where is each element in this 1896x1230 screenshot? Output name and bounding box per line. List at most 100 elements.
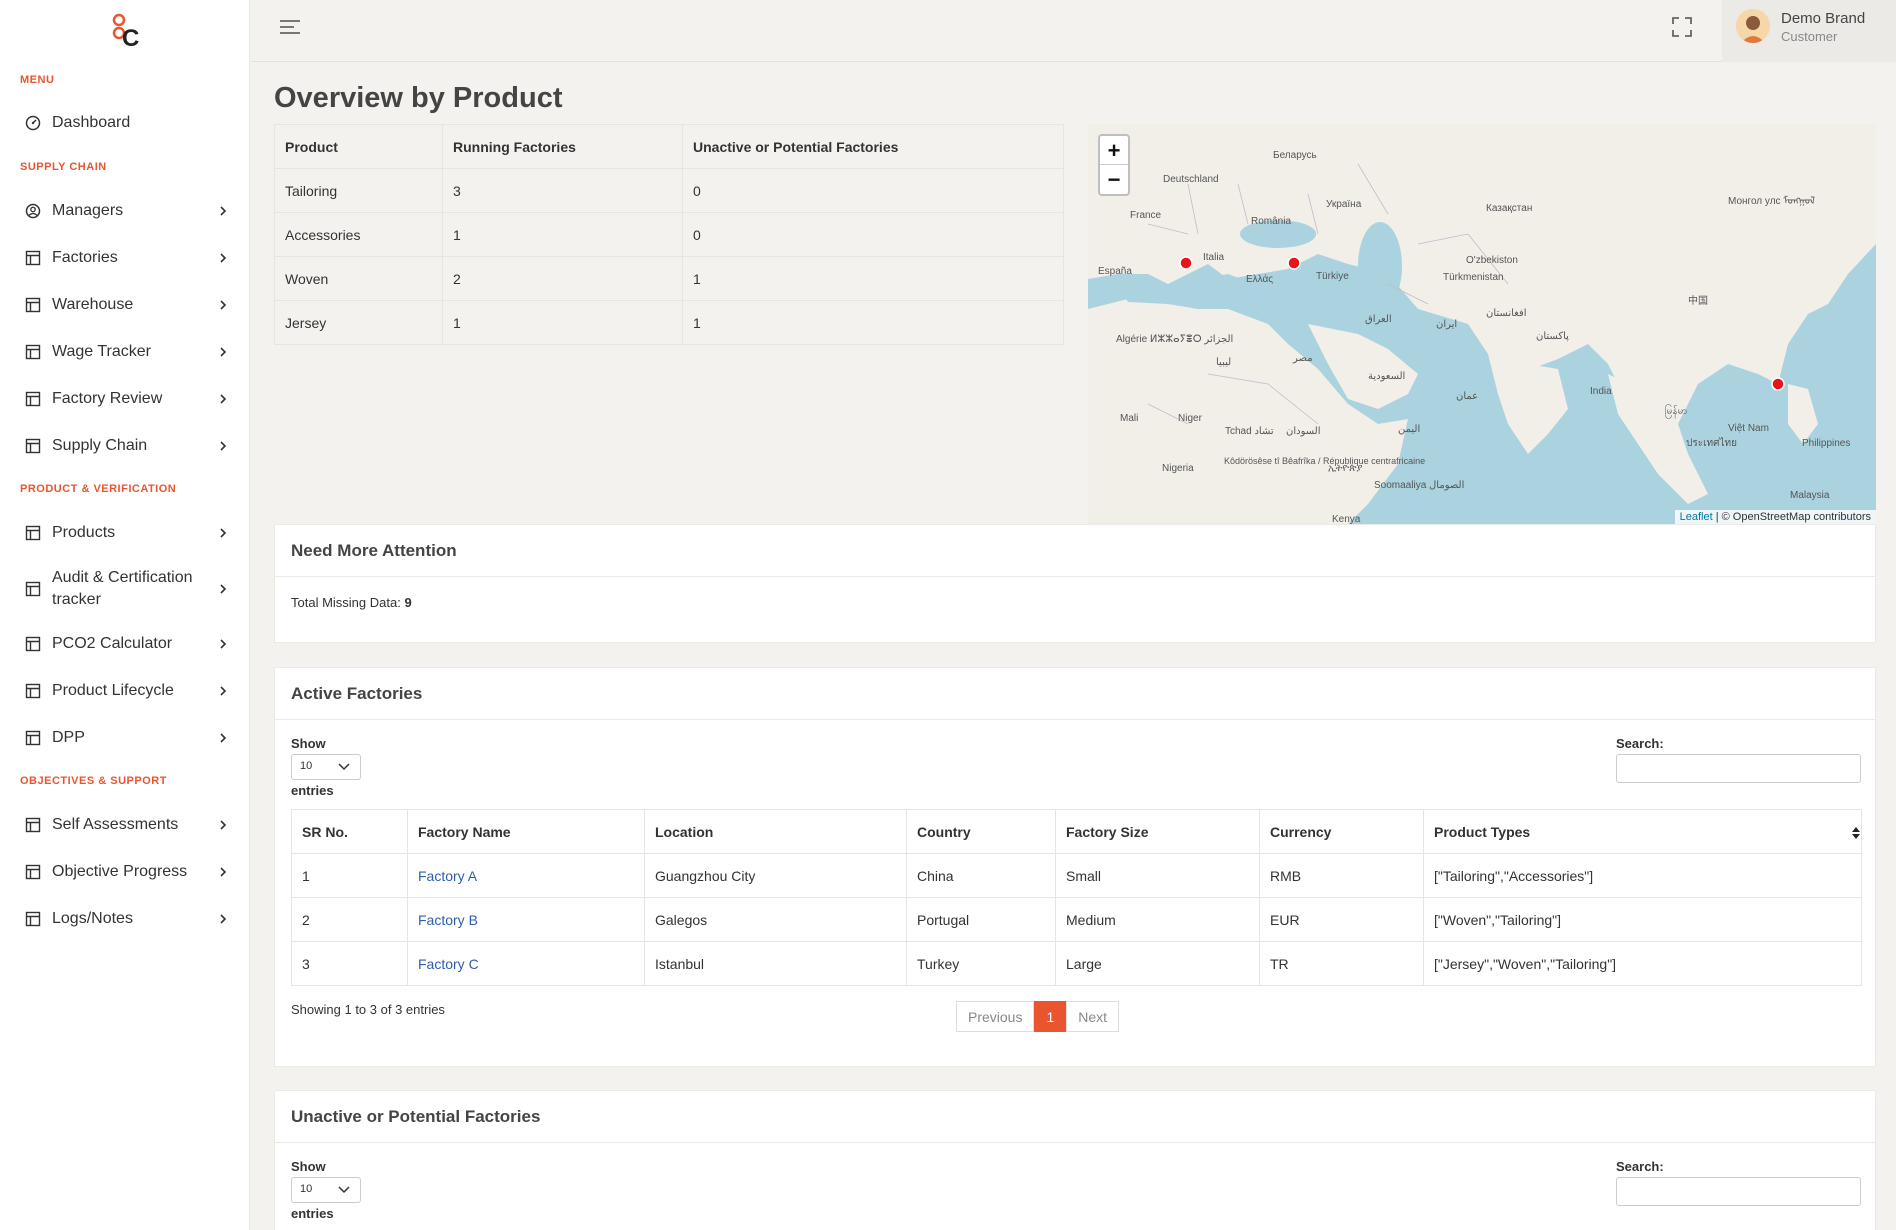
factory-marker[interactable] bbox=[1179, 256, 1193, 270]
sidebar-item-wage-tracker[interactable]: Wage Tracker bbox=[24, 341, 230, 363]
map-label: Việt Nam bbox=[1728, 423, 1769, 434]
missing-data: Total Missing Data: 9 bbox=[291, 595, 412, 610]
chevron-right-icon bbox=[216, 865, 230, 879]
table-icon bbox=[24, 816, 42, 834]
product-overview-table: Product Running Factories Unactive or Po… bbox=[274, 124, 1064, 345]
zoom-in-button[interactable]: + bbox=[1100, 136, 1128, 165]
factory-map[interactable]: Беларусь Deutschland France Україна Româ… bbox=[1088, 124, 1876, 524]
chevron-right-icon bbox=[216, 684, 230, 698]
next-button[interactable]: Next bbox=[1066, 1001, 1120, 1032]
sidebar-item-factory-review[interactable]: Factory Review bbox=[24, 388, 230, 410]
chevron-right-icon bbox=[216, 298, 230, 312]
sidebar-item-label: Objective Progress bbox=[52, 863, 188, 880]
map-label: Nigeria bbox=[1162, 463, 1194, 474]
table-icon bbox=[24, 249, 42, 267]
sidebar-item-supply-chain[interactable]: Supply Chain bbox=[24, 435, 230, 457]
entries-select[interactable]: 10 bbox=[291, 1177, 361, 1203]
sidebar-item-dpp[interactable]: DPP bbox=[24, 727, 230, 749]
sidebar-item-products[interactable]: Products bbox=[24, 522, 230, 544]
column-header[interactable]: Factory Name bbox=[407, 809, 645, 854]
factory-link[interactable]: Factory C bbox=[407, 941, 645, 986]
sidebar-item-product-lifecycle[interactable]: Product Lifecycle bbox=[24, 680, 230, 702]
map-canvas[interactable]: Беларусь Deutschland France Україна Româ… bbox=[1088, 124, 1876, 524]
sidebar-item-label: Products bbox=[52, 524, 116, 541]
svg-text:C: C bbox=[122, 25, 139, 50]
map-label: ประเทศไทย bbox=[1686, 437, 1737, 449]
table-row: Woven 2 1 bbox=[274, 256, 1064, 301]
sidebar-item-label: Dashboard bbox=[52, 114, 131, 131]
sidebar-item-label: Product Lifecycle bbox=[52, 682, 174, 699]
map-label: ليبيا bbox=[1216, 357, 1231, 368]
chevron-right-icon bbox=[216, 912, 230, 926]
user-menu[interactable]: Demo Brand Customer bbox=[1722, 0, 1896, 62]
map-label: România bbox=[1251, 216, 1291, 227]
map-label: پاکستان bbox=[1536, 331, 1569, 342]
sidebar-item-label: Wage Tracker bbox=[52, 343, 151, 360]
sidebar-item-warehouse[interactable]: Warehouse bbox=[24, 294, 230, 316]
sidebar-item-objective-progress[interactable]: Objective Progress bbox=[24, 861, 230, 883]
map-label: Soomaaliya الصومال bbox=[1374, 480, 1464, 491]
sidebar-item-logs-notes[interactable]: Logs/Notes bbox=[24, 908, 230, 930]
column-header[interactable]: SR No. bbox=[291, 809, 408, 854]
chevron-right-icon bbox=[216, 637, 230, 651]
table-cell: Woven bbox=[274, 256, 443, 301]
sidebar-item-pco2-calculator[interactable]: PCO2 Calculator bbox=[24, 633, 230, 655]
map-label: العراق bbox=[1365, 314, 1392, 325]
column-header: Running Factories bbox=[442, 124, 683, 169]
menu-toggle-icon[interactable] bbox=[277, 16, 303, 38]
table-cell: Accessories bbox=[274, 212, 443, 257]
factory-link[interactable]: Factory B bbox=[407, 897, 645, 942]
column-header[interactable]: Currency bbox=[1259, 809, 1424, 854]
search-input[interactable] bbox=[1616, 754, 1861, 783]
search-input[interactable] bbox=[1616, 1177, 1861, 1206]
map-label: Україна bbox=[1326, 199, 1362, 210]
sidebar-item-factories[interactable]: Factories bbox=[24, 247, 230, 269]
sidebar-item-label: PCO2 Calculator bbox=[52, 635, 173, 652]
factory-link[interactable]: Factory A bbox=[407, 853, 645, 898]
map-label: India bbox=[1590, 386, 1612, 397]
user-circle-icon bbox=[24, 202, 42, 220]
attribution-text: | © OpenStreetMap contributors bbox=[1712, 511, 1871, 523]
map-label: Монгол улс ᠮᠣᠩᠭᠣᠯ bbox=[1728, 195, 1815, 207]
zoom-out-button[interactable]: − bbox=[1107, 167, 1121, 192]
column-header[interactable]: Product Types bbox=[1423, 809, 1862, 854]
table-cell: 3 bbox=[442, 168, 683, 213]
table-info: Showing 1 to 3 of 3 entries bbox=[291, 1002, 445, 1017]
previous-button[interactable]: Previous bbox=[956, 1001, 1035, 1032]
brand-logo[interactable]: C bbox=[104, 6, 144, 50]
column-header[interactable]: Location bbox=[644, 809, 907, 854]
column-header[interactable]: Country bbox=[906, 809, 1056, 854]
sidebar-item-managers[interactable]: Managers bbox=[24, 200, 230, 222]
sidebar-item-dashboard[interactable]: Dashboard bbox=[24, 112, 230, 134]
table-cell: ["Jersey","Woven","Tailoring"] bbox=[1423, 941, 1862, 986]
column-header-label: Product Types bbox=[1434, 823, 1531, 840]
table-cell: EUR bbox=[1259, 897, 1424, 942]
page-button[interactable]: 1 bbox=[1034, 1001, 1067, 1032]
table-cell: ["Woven","Tailoring"] bbox=[1423, 897, 1862, 942]
map-label: Niger bbox=[1178, 413, 1203, 424]
entries-select-value: 10 bbox=[300, 760, 313, 772]
sidebar-item-self-assessments[interactable]: Self Assessments bbox=[24, 814, 230, 836]
fullscreen-icon[interactable] bbox=[1671, 16, 1693, 38]
chevron-right-icon bbox=[216, 392, 230, 406]
table-header-row: Product Running Factories Unactive or Po… bbox=[274, 124, 1064, 169]
map-label: မြန်မာ bbox=[1665, 403, 1687, 419]
table-cell: Small bbox=[1055, 853, 1260, 898]
map-label: O'zbekiston bbox=[1466, 255, 1518, 266]
table-cell: Jersey bbox=[274, 300, 443, 345]
column-header[interactable]: Factory Size bbox=[1055, 809, 1260, 854]
map-label: السعودية bbox=[1368, 371, 1405, 382]
factory-marker[interactable] bbox=[1287, 256, 1301, 270]
sidebar-item-audit-certification[interactable]: Audit & Certification tracker bbox=[24, 567, 230, 611]
leaflet-link[interactable]: Leaflet bbox=[1679, 511, 1713, 523]
sidebar-section-menu: MENU bbox=[20, 74, 55, 86]
sidebar-section-product-verification: PRODUCT & VERIFICATION bbox=[20, 483, 177, 495]
table-cell: China bbox=[906, 853, 1056, 898]
entries-select[interactable]: 10 bbox=[291, 754, 361, 780]
table-cell: ["Tailoring","Accessories"] bbox=[1423, 853, 1862, 898]
factory-marker[interactable] bbox=[1771, 377, 1785, 391]
pagination: Previous 1 Next bbox=[956, 1001, 1120, 1032]
table-cell: RMB bbox=[1259, 853, 1424, 898]
chevron-right-icon bbox=[216, 818, 230, 832]
sidebar-item-label: Factory Review bbox=[52, 390, 163, 407]
